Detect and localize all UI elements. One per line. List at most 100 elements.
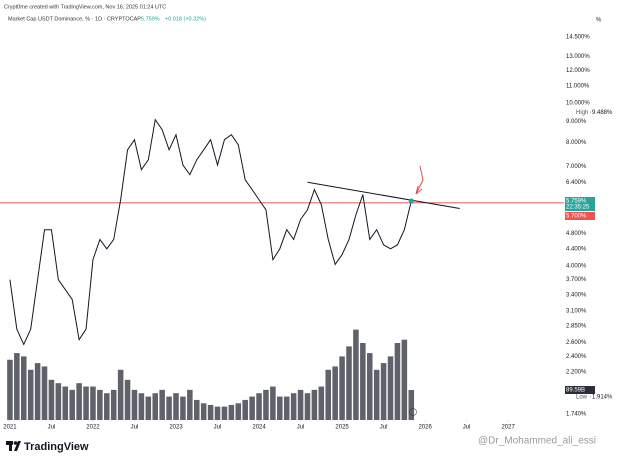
volume-bar xyxy=(55,383,62,420)
price-label: 5.700% xyxy=(566,214,587,220)
volume-bar xyxy=(325,369,332,420)
volume-bar xyxy=(27,369,34,420)
volume-bar xyxy=(166,396,172,420)
volume-bar xyxy=(48,379,55,420)
price-label-box xyxy=(565,386,595,395)
brand: TradingView xyxy=(24,441,89,453)
y-tick-label: 2.600% xyxy=(566,340,587,346)
volume-bar xyxy=(353,329,359,420)
y-tick-label: 2.400% xyxy=(566,354,587,360)
volume-bar xyxy=(373,369,380,420)
y-tick-label: 8.000% xyxy=(566,140,587,146)
y-tick-label: 11.000% xyxy=(566,84,590,90)
price-label: 89.59B xyxy=(566,388,585,394)
volume-bar xyxy=(304,393,311,420)
price-line xyxy=(9,118,412,346)
volume-bar xyxy=(339,356,345,420)
y-tick-label: 1.740% xyxy=(566,411,587,417)
y-tick-label: 2.850% xyxy=(566,324,587,330)
volume-bar xyxy=(97,389,103,420)
volume-bar xyxy=(207,404,214,420)
y-tick-label: 4.800% xyxy=(566,231,587,237)
price-label-sub: 22:35:25 xyxy=(566,205,590,211)
y-tick-label: 6.400% xyxy=(566,180,587,186)
volume-bar xyxy=(311,389,318,420)
last-point xyxy=(408,198,414,204)
y-tick-label: 14.500% xyxy=(566,34,590,40)
y-tick-label: 2.200% xyxy=(566,370,587,376)
axis-unit: % xyxy=(596,18,602,24)
price-tag: High xyxy=(576,110,588,116)
x-tick-label: Jul xyxy=(214,425,222,431)
y-tick-label: 9.000% xyxy=(566,119,587,125)
x-tick-label: Jul xyxy=(297,425,305,431)
volume-bar xyxy=(173,393,179,420)
x-tick-label: 2022 xyxy=(86,425,100,431)
volume-bar xyxy=(387,356,394,420)
y-tick-label: 7.000% xyxy=(566,164,587,170)
volume-bar xyxy=(152,393,159,420)
x-tick-label: Jul xyxy=(463,425,471,431)
arrow xyxy=(415,165,424,195)
volume-bar xyxy=(83,386,89,420)
x-tick-label: 2026 xyxy=(418,425,432,431)
y-tick-label: 3.400% xyxy=(566,292,587,298)
watermark: @Dr_Mohammed_ali_essi xyxy=(478,436,596,447)
volume-bar xyxy=(318,386,325,420)
y-tick-label: 4.400% xyxy=(566,246,587,252)
volume-bar xyxy=(408,390,415,420)
volume-bar xyxy=(332,366,338,420)
x-tick-label: 2021 xyxy=(3,425,17,431)
volume-bar xyxy=(138,393,145,420)
volume-bar xyxy=(110,389,117,420)
symbol: Market Cap USDT Dominance, % · 1D · CRYP… xyxy=(8,16,141,22)
volume-bar xyxy=(380,363,387,420)
volume-bar xyxy=(256,393,262,420)
volume-bar xyxy=(249,396,255,420)
trendline xyxy=(307,181,460,210)
volume-bar xyxy=(14,353,20,420)
price-label-box xyxy=(565,196,595,211)
x-tick-label: 2027 xyxy=(501,425,515,431)
volume-bar xyxy=(124,379,131,420)
x-tick-label: 2023 xyxy=(169,425,183,431)
volume-bar xyxy=(290,393,297,420)
volume-bar xyxy=(117,369,124,420)
x-tick-label: 2024 xyxy=(252,425,266,431)
price-label: 1.914% xyxy=(592,394,613,400)
volume-bar xyxy=(104,393,110,420)
volume-bar xyxy=(270,386,276,420)
price-tag: Low xyxy=(576,394,588,400)
volume-bar xyxy=(401,339,408,420)
y-tick-label: 3.700% xyxy=(566,277,587,283)
volume-bar xyxy=(41,366,48,420)
volume-bar xyxy=(193,399,200,420)
x-tick-label: Jul xyxy=(131,425,139,431)
volume-bar xyxy=(159,389,165,420)
volume-bar xyxy=(346,346,352,420)
price-label: 5.759% xyxy=(566,199,587,205)
volume-bar xyxy=(235,403,242,420)
x-tick-label: Jul xyxy=(48,425,56,431)
volume-bar xyxy=(277,396,283,420)
volume-bar xyxy=(221,406,228,420)
price-label-box xyxy=(565,211,595,220)
volume-bar xyxy=(263,389,269,420)
volume-bar xyxy=(187,389,193,420)
volume-bar xyxy=(366,353,373,420)
y-tick-label: 3.100% xyxy=(566,309,587,315)
price-label: 9.488% xyxy=(592,110,613,116)
x-tick-label: 2025 xyxy=(335,425,349,431)
y-tick-label: 13.000% xyxy=(566,54,590,60)
volume-bar xyxy=(34,363,41,420)
volume-bar xyxy=(180,396,186,420)
volume-bar xyxy=(7,359,13,420)
tv-logo xyxy=(6,441,21,451)
volume-bar xyxy=(76,383,82,420)
y-tick-label: 4.000% xyxy=(566,263,587,269)
volume-bar xyxy=(394,343,401,420)
volume-bar xyxy=(90,386,96,420)
x-tick-label: Jul xyxy=(380,425,388,431)
volume-bar xyxy=(20,356,27,420)
